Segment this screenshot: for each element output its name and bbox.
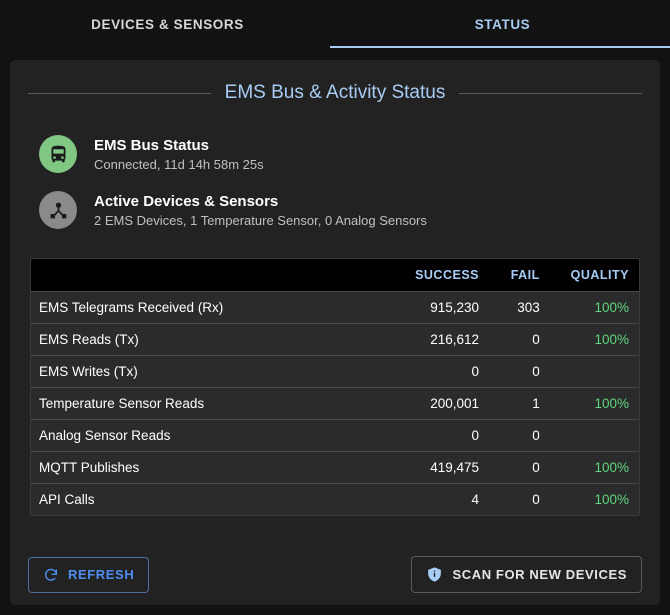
cell-success: 216,612 xyxy=(430,332,479,347)
cell-metric: MQTT Publishes xyxy=(39,460,140,475)
cell-fail: 0 xyxy=(532,428,540,443)
cell-metric: Analog Sensor Reads xyxy=(39,428,171,443)
page-title: EMS Bus & Activity Status xyxy=(224,82,446,103)
tab-devices-sensors[interactable]: DEVICES & SENSORS xyxy=(0,0,335,48)
bus-icon xyxy=(39,135,77,173)
table-row: Temperature Sensor Reads 200,001 1 100% xyxy=(31,387,639,420)
cell-success: 200,001 xyxy=(430,396,479,411)
cell-quality: 100% xyxy=(594,300,629,315)
section-rule-right xyxy=(459,92,643,94)
table-row: EMS Telegrams Received (Rx) 915,230 303 … xyxy=(31,291,639,324)
table-body: EMS Telegrams Received (Rx) 915,230 303 … xyxy=(31,291,639,515)
scan-for-new-devices-button[interactable]: SCAN FOR NEW DEVICES xyxy=(411,556,642,593)
cell-success: 4 xyxy=(471,492,479,507)
status-row-subtitle: 2 EMS Devices, 1 Temperature Sensor, 0 A… xyxy=(94,212,427,228)
active-tab-indicator xyxy=(330,46,670,48)
refresh-icon xyxy=(43,567,59,583)
cell-metric: API Calls xyxy=(39,492,95,507)
status-row-title: EMS Bus Status xyxy=(94,136,210,154)
status-texts: Active Devices & Sensors 2 EMS Devices, … xyxy=(94,193,427,228)
cell-fail: 0 xyxy=(532,492,540,507)
cell-quality: 100% xyxy=(594,460,629,475)
cell-success: 915,230 xyxy=(430,300,479,315)
tab-status-label: STATUS xyxy=(474,16,531,32)
cell-fail: 0 xyxy=(532,364,540,379)
cell-fail: 0 xyxy=(532,332,540,347)
cell-fail: 0 xyxy=(532,460,540,475)
table-header-row: SUCCESS FAIL QUALITY xyxy=(31,259,639,292)
status-row-ems-bus: EMS Bus Status Connected, 11d 14h 58m 25… xyxy=(10,126,660,182)
refresh-button-label: REFRESH xyxy=(68,567,135,582)
status-card: EMS Bus & Activity Status EMS Bus Status… xyxy=(10,60,660,605)
cell-metric: EMS Reads (Tx) xyxy=(39,332,139,347)
status-row-title: Active Devices & Sensors xyxy=(94,192,279,210)
cell-quality xyxy=(548,420,639,452)
table-row: API Calls 4 0 100% xyxy=(31,483,639,515)
cell-metric: EMS Telegrams Received (Rx) xyxy=(39,300,224,315)
cell-quality xyxy=(548,356,639,388)
section-header: EMS Bus & Activity Status xyxy=(28,82,643,104)
status-row-subtitle: Connected, 11d 14h 58m 25s xyxy=(94,156,264,172)
shield-info-icon xyxy=(426,566,443,583)
cell-metric: Temperature Sensor Reads xyxy=(39,396,205,411)
status-row-active-devices: Active Devices & Sensors 2 EMS Devices, … xyxy=(10,182,660,238)
activity-stats-table: SUCCESS FAIL QUALITY EMS Telegrams Recei… xyxy=(30,258,640,516)
column-header-success: SUCCESS xyxy=(415,268,479,282)
cell-success: 0 xyxy=(471,364,479,379)
status-texts: EMS Bus Status Connected, 11d 14h 58m 25… xyxy=(94,137,264,172)
column-header-metric xyxy=(31,259,365,292)
tab-bar: DEVICES & SENSORS STATUS xyxy=(0,0,670,48)
cell-metric: EMS Writes (Tx) xyxy=(39,364,138,379)
cell-quality: 100% xyxy=(594,492,629,507)
refresh-button[interactable]: REFRESH xyxy=(28,556,150,593)
column-header-quality: QUALITY xyxy=(570,268,629,282)
column-header-fail: FAIL xyxy=(510,268,540,282)
table-row: Analog Sensor Reads 0 0 xyxy=(31,419,639,452)
cell-fail: 1 xyxy=(532,396,540,411)
cell-quality: 100% xyxy=(594,396,629,411)
device-hub-icon xyxy=(39,191,77,229)
table-row: MQTT Publishes 419,475 0 100% xyxy=(31,451,639,484)
table-row: EMS Writes (Tx) 0 0 xyxy=(31,355,639,388)
card-footer: REFRESH SCAN FOR NEW DEVICES xyxy=(10,556,660,593)
cell-success: 419,475 xyxy=(430,460,479,475)
tab-status[interactable]: STATUS xyxy=(335,0,670,48)
cell-success: 0 xyxy=(471,428,479,443)
status-list: EMS Bus Status Connected, 11d 14h 58m 25… xyxy=(10,126,660,238)
section-rule-left xyxy=(28,92,211,94)
table-row: EMS Reads (Tx) 216,612 0 100% xyxy=(31,323,639,356)
tab-devices-sensors-label: DEVICES & SENSORS xyxy=(91,16,244,32)
cell-quality: 100% xyxy=(594,332,629,347)
cell-fail: 303 xyxy=(517,300,540,315)
scan-button-label: SCAN FOR NEW DEVICES xyxy=(452,567,627,582)
